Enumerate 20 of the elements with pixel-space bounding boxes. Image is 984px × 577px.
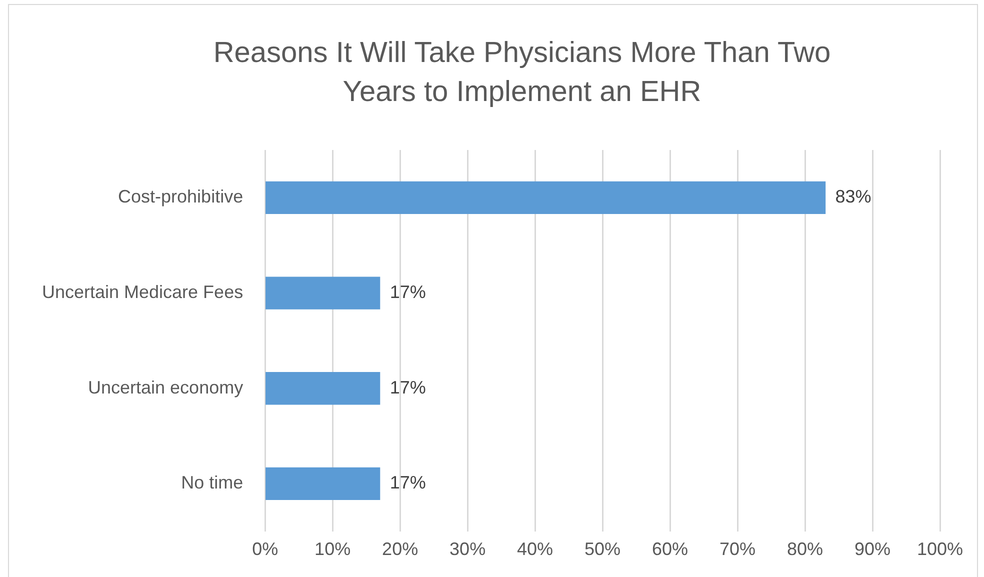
x-tick-label: 0%: [252, 539, 278, 560]
x-tick-label: 30%: [450, 539, 486, 560]
y-tick-label: No time: [181, 472, 244, 493]
x-tick-label: 60%: [652, 539, 688, 560]
data-label: 83%: [835, 186, 872, 207]
y-tick-label: Cost-prohibitive: [118, 186, 244, 207]
x-tick-label: 70%: [720, 539, 756, 560]
x-tick-label: 10%: [314, 539, 351, 560]
data-label: 17%: [390, 282, 426, 302]
x-tick-label: 90%: [854, 539, 891, 560]
chart-title: Reasons It Will Take Physicians More Than Two Years to Implement an EHR: [212, 36, 832, 110]
data-label: 17%: [390, 377, 426, 398]
x-tick-label: 50%: [584, 539, 621, 560]
x-tick-label: 100%: [916, 539, 964, 560]
data-label: 17%: [390, 472, 426, 493]
x-tick-label: 40%: [517, 539, 554, 560]
x-tick-label: 20%: [382, 539, 418, 560]
y-tick-label: Uncertain economy: [88, 377, 244, 398]
y-tick-label: Uncertain Medicare Fees: [42, 282, 244, 302]
x-tick-label: 80%: [787, 539, 824, 560]
